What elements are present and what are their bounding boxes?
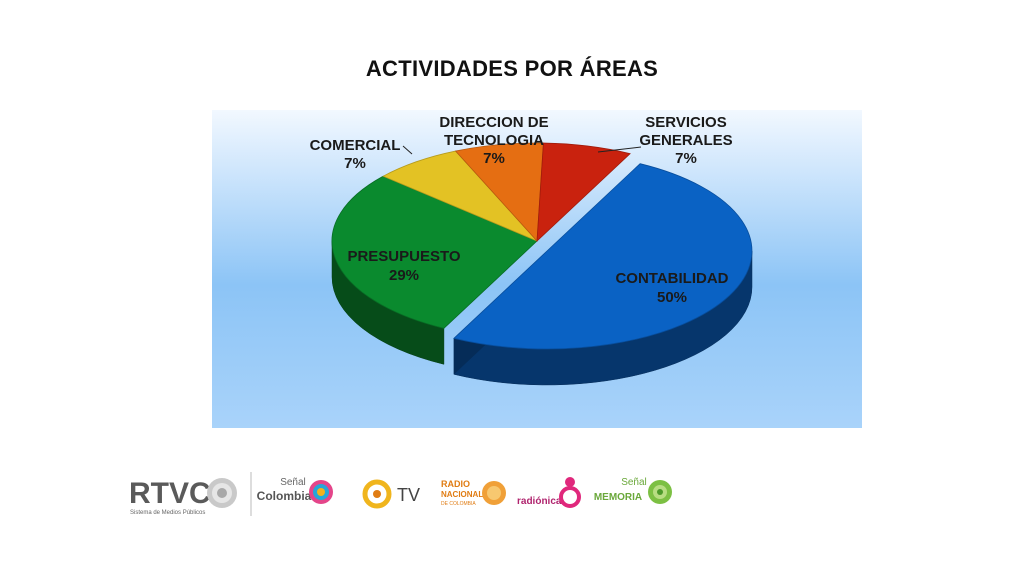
radio-nacional-logo: RADIO NACIONAL DE COLOMBIA: [441, 479, 506, 507]
senal-colombia-logo: Señal Colombia: [257, 477, 333, 504]
senal-memoria-logo: Señal MEMORIA: [594, 477, 672, 504]
pie-chart: COMERCIAL 7% DIRECCION DE TECNOLOGIA 7% …: [212, 110, 862, 428]
label-comercial-pct: 7%: [344, 155, 366, 172]
label-tecnologia-line2: TECNOLOGIA: [444, 132, 544, 149]
tv-ring-icon: [362, 479, 392, 509]
label-servicios-line2: GENERALES: [639, 132, 732, 149]
label-comercial-name: COMERCIAL: [310, 137, 401, 154]
label-contabilidad: CONTABILIDAD 50%: [615, 270, 728, 306]
rtvc-wordmark: RTVC: [129, 477, 211, 510]
label-contabilidad-pct: 50%: [657, 289, 687, 306]
footer-logos: RTVC Sistema de Medios Públicos Señal Co…: [0, 468, 1024, 528]
radio-nacional-line1: RADIO: [441, 479, 470, 489]
label-servicios-pct: 7%: [675, 150, 697, 167]
senal-colombia-swirl-icon: [309, 480, 333, 504]
tv-wordmark: TV: [397, 485, 420, 505]
label-presupuesto: PRESUPUESTO 29%: [347, 248, 460, 284]
radionica-ring-icon: [559, 477, 581, 508]
label-tecnologia-pct: 7%: [483, 150, 505, 167]
label-presupuesto-pct: 29%: [389, 267, 419, 284]
pie-slice-contabilidad: [453, 163, 753, 386]
label-tecnologia: DIRECCION DE TECNOLOGIA 7%: [439, 114, 548, 167]
label-comercial: COMERCIAL 7%: [310, 137, 413, 172]
leader-line-comercial: [402, 145, 413, 155]
senal-memoria-line2: MEMORIA: [594, 492, 642, 503]
label-tecnologia-line1: DIRECCION DE: [439, 114, 548, 131]
senal-colombia-line2: Colombia: [257, 489, 312, 503]
label-servicios-line1: SERVICIOS: [645, 114, 726, 131]
senal-memoria-swirl-icon: [648, 480, 672, 504]
pie-chart-svg: COMERCIAL 7% DIRECCION DE TECNOLOGIA 7% …: [212, 110, 862, 428]
rtvc-logo: RTVC Sistema de Medios Públicos: [129, 472, 252, 516]
tv-logo: TV: [362, 479, 420, 509]
label-contabilidad-name: CONTABILIDAD: [615, 270, 728, 287]
senal-colombia-line1: Señal: [280, 477, 306, 488]
senal-memoria-line1: Señal: [621, 477, 647, 488]
label-presupuesto-name: PRESUPUESTO: [347, 248, 460, 265]
leader-line-servicios: [597, 146, 642, 153]
pie-slice-servicios-generales: [536, 142, 631, 242]
radionica-wordmark: radiónica: [517, 496, 562, 507]
footer-logos-svg: RTVC Sistema de Medios Públicos Señal Co…: [129, 472, 672, 516]
chart-title: ACTIVIDADES POR ÁREAS: [365, 56, 659, 81]
label-servicios: SERVICIOS GENERALES 7%: [597, 114, 733, 167]
radionica-logo: radiónica: [517, 477, 581, 508]
radio-nacional-line2: NACIONAL: [441, 490, 483, 499]
rtvc-emblem-icon: [207, 478, 237, 508]
rtvc-tagline: Sistema de Medios Públicos: [130, 510, 205, 516]
radio-nacional-swirl-icon: [482, 481, 506, 505]
radio-nacional-line3: DE COLOMBIA: [441, 501, 476, 507]
pie-slice-presupuesto: [331, 175, 538, 365]
